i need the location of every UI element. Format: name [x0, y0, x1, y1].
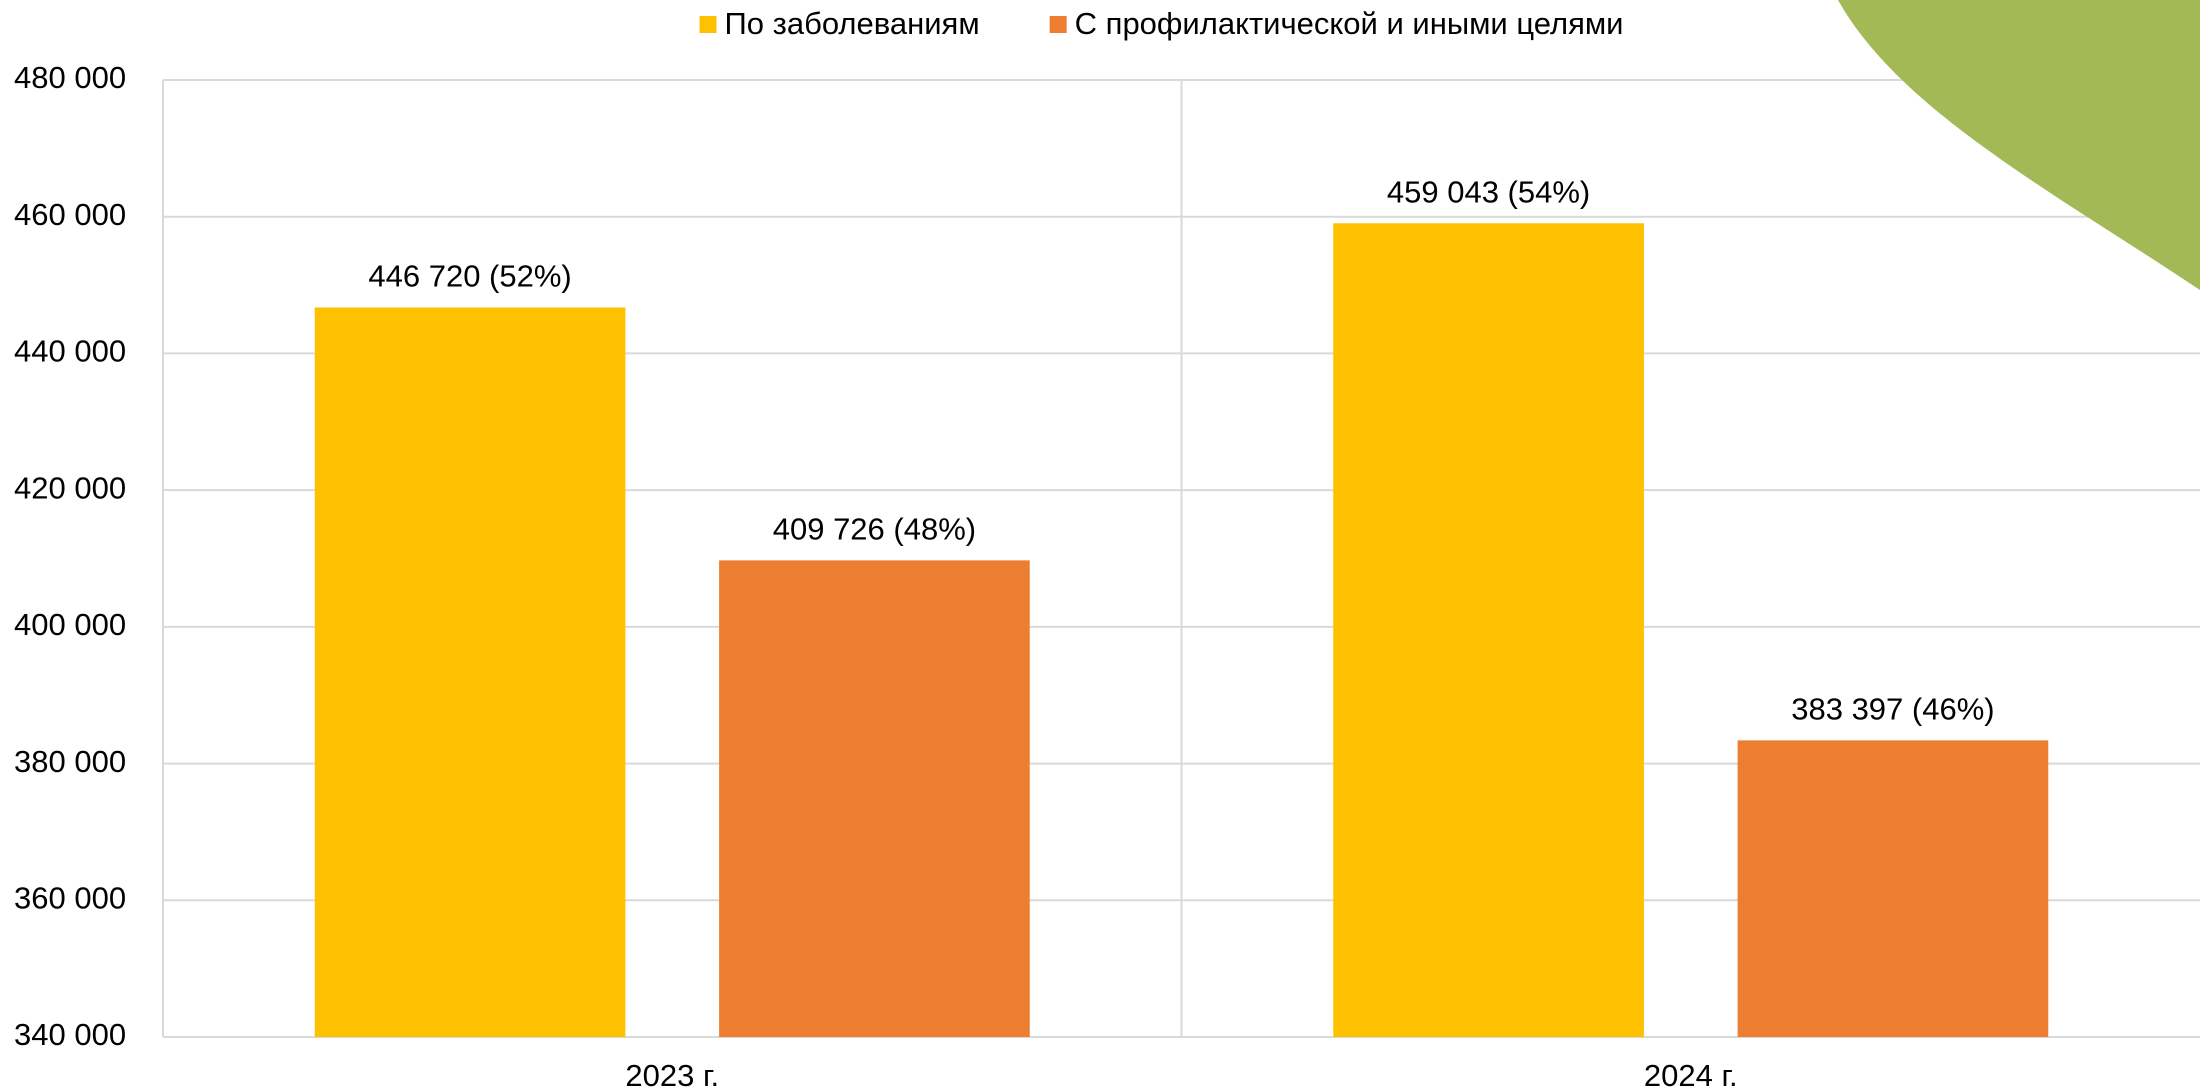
y-tick-label: 440 000: [14, 334, 126, 369]
legend-swatch: [700, 16, 717, 33]
y-tick-label: 400 000: [14, 607, 126, 642]
decoration: [1838, 0, 2200, 290]
y-tick-label: 420 000: [14, 470, 126, 505]
bar: [719, 560, 1030, 1037]
x-tick-label: 2024 г.: [1644, 1058, 1738, 1092]
y-tick-label: 380 000: [14, 744, 126, 779]
data-label: 383 397 (46%): [1791, 692, 1994, 727]
y-tick-label: 460 000: [14, 197, 126, 232]
y-tick-label: 340 000: [14, 1017, 126, 1052]
legend-label: С профилактической и иными целями: [1075, 6, 1624, 41]
legend-swatch: [1050, 16, 1067, 33]
bar: [1333, 223, 1644, 1037]
page: {"chart_data": {"type": "bar", "categori…: [0, 0, 2200, 1092]
x-tick-label: 2023 г.: [625, 1058, 719, 1092]
legend: По заболеваниям С профилактической и иным…: [700, 6, 1624, 41]
y-tick-label: 360 000: [14, 880, 126, 915]
chart: 340 000 360 000 380 000 400 000 420 000 440 0…: [0, 0, 2200, 1092]
bar: [315, 307, 626, 1037]
data-label: 459 043 (54%): [1387, 174, 1590, 209]
legend-label: По заболеваниям: [725, 6, 980, 41]
y-tick-label: 480 000: [14, 60, 126, 95]
data-label: 409 726 (48%): [773, 512, 976, 547]
bar: [1738, 740, 2049, 1037]
data-label: 446 720 (52%): [368, 259, 571, 294]
